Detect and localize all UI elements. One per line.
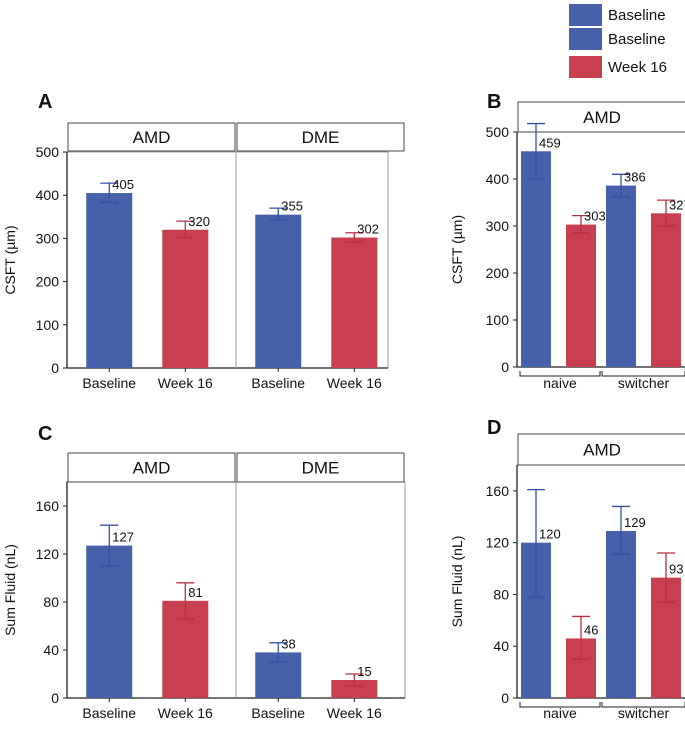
data-label: 355 xyxy=(281,199,303,214)
group-label: naive xyxy=(543,705,577,721)
facet-title: DME xyxy=(302,459,340,478)
x-tick-label: Baseline xyxy=(251,375,305,391)
data-label: 127 xyxy=(112,530,134,545)
y-tick-label: 0 xyxy=(501,690,509,706)
facet-title: AMD xyxy=(583,441,621,460)
data-label: 303 xyxy=(584,209,606,224)
group-label: naive xyxy=(543,375,577,391)
legend-swatch xyxy=(569,4,602,26)
facet-title-box xyxy=(236,452,405,483)
facet-title: DME xyxy=(302,128,340,147)
x-tick-label: Week 16 xyxy=(158,375,213,391)
panel-letter: D xyxy=(487,417,501,439)
y-tick-label: 400 xyxy=(486,171,510,187)
y-tick-label: 0 xyxy=(51,360,59,376)
y-axis-title: CSFT (µm) xyxy=(449,215,465,284)
group-bracket xyxy=(601,702,685,708)
x-tick-label: Week 16 xyxy=(158,705,213,721)
y-tick-label: 40 xyxy=(43,642,59,658)
bar xyxy=(651,213,681,367)
bar xyxy=(606,185,636,367)
facet-title-box xyxy=(517,101,685,133)
data-label: 38 xyxy=(281,636,295,651)
x-tick-label: Baseline xyxy=(82,705,136,721)
data-label: 93 xyxy=(669,562,683,577)
x-tick-label: Week 16 xyxy=(327,375,382,391)
bar xyxy=(255,214,302,368)
legend-swatch xyxy=(569,56,602,78)
y-tick-label: 300 xyxy=(36,230,60,246)
bar xyxy=(566,224,596,367)
bar xyxy=(606,531,636,698)
legend-label: Baseline xyxy=(608,7,666,24)
y-axis-title: Sum Fluid (nL) xyxy=(2,544,18,636)
facet-title: AMD xyxy=(133,459,171,478)
data-label: 327 xyxy=(669,197,685,212)
data-label: 459 xyxy=(539,135,561,150)
panel-letter: B xyxy=(487,91,501,113)
y-tick-label: 200 xyxy=(486,265,510,281)
y-tick-label: 100 xyxy=(486,312,510,328)
data-label: 81 xyxy=(188,585,202,600)
x-tick-label: Baseline xyxy=(251,705,305,721)
y-tick-label: 300 xyxy=(486,218,510,234)
legend-swatch xyxy=(569,28,602,50)
data-label: 15 xyxy=(357,664,371,679)
bar xyxy=(521,151,551,367)
group-label: switcher xyxy=(618,705,670,721)
y-tick-label: 0 xyxy=(501,359,509,375)
facet-title-box xyxy=(236,122,405,152)
group-bracket xyxy=(519,371,601,377)
group-bracket xyxy=(519,702,601,708)
y-tick-label: 120 xyxy=(486,535,510,551)
y-tick-label: 80 xyxy=(43,594,59,610)
group-bracket xyxy=(601,371,685,377)
x-tick-label: Baseline xyxy=(82,375,136,391)
y-tick-label: 120 xyxy=(36,546,60,562)
data-label: 302 xyxy=(357,222,379,237)
bar xyxy=(86,193,133,368)
facet-title-box xyxy=(67,122,236,152)
y-tick-label: 80 xyxy=(493,586,509,602)
y-axis-title: CSFT (µm) xyxy=(2,225,18,294)
y-tick-label: 160 xyxy=(36,498,60,514)
panel-letter: C xyxy=(38,423,52,445)
legend-label: Baseline xyxy=(608,31,666,48)
bar xyxy=(162,229,209,368)
data-label: 320 xyxy=(188,214,210,229)
y-tick-label: 100 xyxy=(36,317,60,333)
facet-title-box xyxy=(517,433,685,466)
group-label: switcher xyxy=(618,375,670,391)
data-label: 129 xyxy=(624,515,646,530)
facet-title-box xyxy=(67,452,236,483)
y-tick-label: 0 xyxy=(51,690,59,706)
y-tick-label: 200 xyxy=(36,274,60,290)
y-tick-label: 500 xyxy=(486,124,510,140)
bar xyxy=(331,680,378,698)
data-label: 386 xyxy=(624,170,646,185)
bar xyxy=(86,545,133,698)
legend-label: Week 16 xyxy=(608,59,667,76)
data-label: 120 xyxy=(539,527,561,542)
facet-title: AMD xyxy=(583,108,621,127)
y-tick-label: 40 xyxy=(493,638,509,654)
x-tick-label: Week 16 xyxy=(327,705,382,721)
data-label: 405 xyxy=(112,177,134,192)
facet-title: AMD xyxy=(133,128,171,147)
data-label: 46 xyxy=(584,622,598,637)
y-tick-label: 400 xyxy=(36,187,60,203)
y-tick-label: 160 xyxy=(486,483,510,499)
y-tick-label: 500 xyxy=(36,144,60,160)
panel-letter: A xyxy=(38,91,52,113)
bar xyxy=(331,237,378,368)
y-axis-title: Sum Fluid (nL) xyxy=(449,536,465,628)
